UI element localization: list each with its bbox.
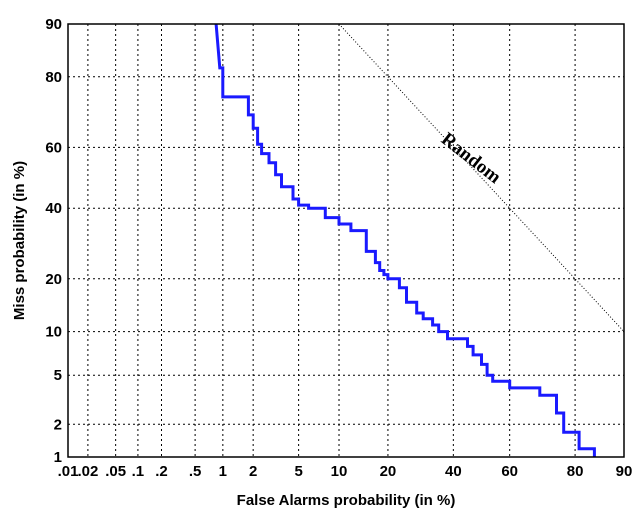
y-axis-label: Miss probability (in %) [11, 161, 28, 320]
random-annotation: Random [437, 129, 505, 189]
y-tick-label: 20 [45, 271, 62, 288]
random-line [338, 23, 625, 332]
x-tick-label: .2 [155, 463, 168, 480]
y-tick-labels: 1 2 5 10 20 40 60 80 90 [45, 16, 62, 466]
series-layer [214, 23, 596, 457]
y-tick-label: 10 [45, 324, 62, 341]
x-tick-label: .5 [189, 463, 202, 480]
y-tick-label: 40 [45, 200, 62, 217]
plot-frame [67, 23, 625, 458]
det-curve [214, 23, 596, 457]
x-tick-label: 90 [616, 463, 633, 480]
x-tick-label: 40 [445, 463, 462, 480]
x-tick-label: .05 [105, 463, 126, 480]
x-axis-label: False Alarms probability (in %) [237, 492, 456, 509]
y-tick-label: 2 [54, 416, 62, 433]
x-tick-label: .01 [58, 463, 79, 480]
y-tick-label: 1 [54, 449, 62, 466]
x-tick-label: .02 [77, 463, 98, 480]
y-tick-label: 80 [45, 69, 62, 86]
x-tick-label: .1 [132, 463, 145, 480]
y-tick-label: 60 [45, 139, 62, 156]
x-tick-label: 80 [567, 463, 584, 480]
x-tick-label: 5 [294, 463, 302, 480]
x-tick-label: 60 [501, 463, 518, 480]
y-tick-label: 90 [45, 16, 62, 33]
x-tick-label: 1 [219, 463, 227, 480]
x-tick-labels: .01.02 .05 .1 .2 .5 1 2 5 10 20 40 60 80 90 [58, 463, 633, 480]
x-tick-label: 2 [249, 463, 257, 480]
x-tick-label: 10 [331, 463, 348, 480]
y-tick-label: 5 [54, 367, 62, 384]
x-tick-label: 20 [380, 463, 397, 480]
random-reference [338, 23, 625, 332]
